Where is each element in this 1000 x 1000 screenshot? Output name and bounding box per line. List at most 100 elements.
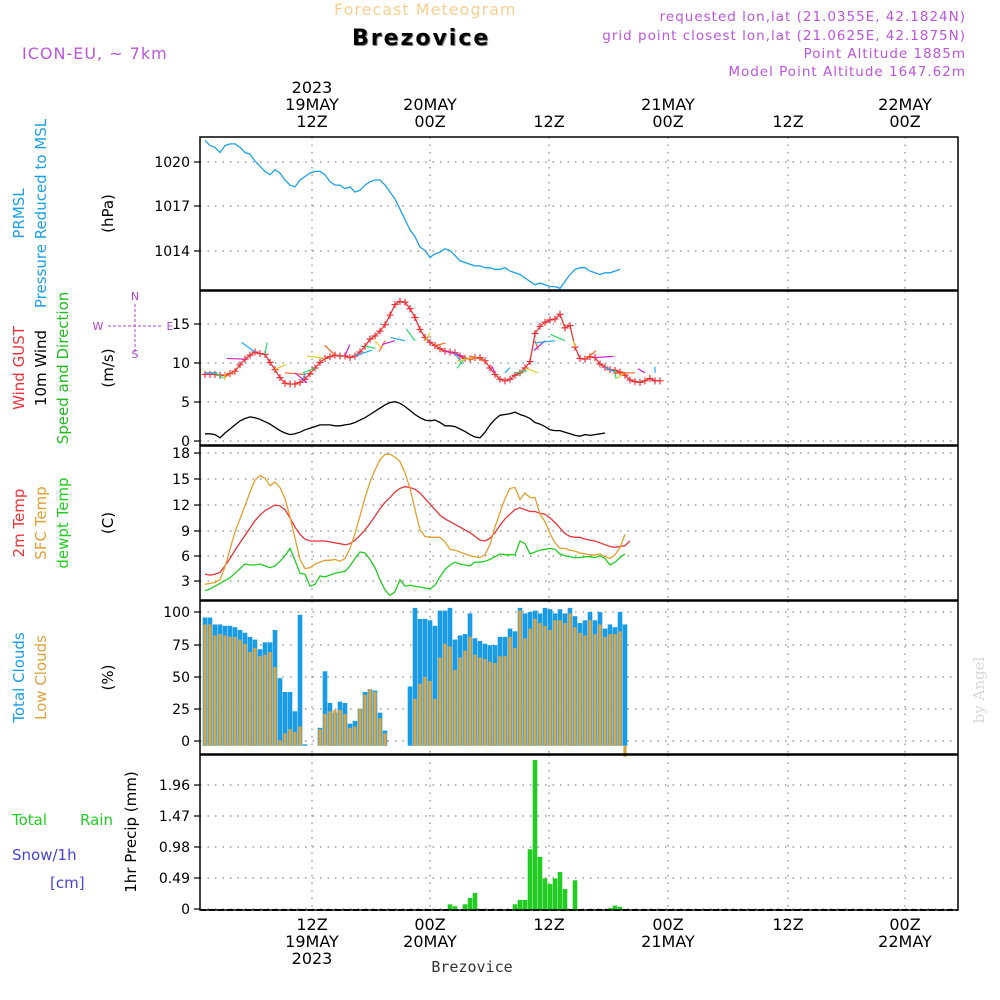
low-cloud-bar: [493, 663, 497, 746]
gust-marker: [646, 374, 654, 382]
y-axis-title: Total Clouds: [10, 632, 28, 724]
gust-marker: [246, 351, 254, 359]
time-bottom-label: 00Z: [414, 915, 445, 934]
rain-bar: [517, 899, 523, 910]
low-cloud-bar: [328, 711, 332, 746]
y-tick-label: 1014: [154, 244, 190, 260]
t2m-line: [204, 485, 631, 576]
time-top-label: 12Z: [296, 112, 327, 131]
dewpt-line: [204, 540, 626, 597]
compass-icon: N S W E: [93, 290, 174, 361]
low-cloud-bar: [558, 620, 562, 746]
panel-clouds: 0 25 50 75 100: [163, 601, 958, 754]
wind-arrow: [224, 370, 236, 378]
time-top-label: 12Z: [772, 112, 803, 131]
y-axis-title: SFC Temp: [32, 486, 50, 559]
gust-marker: [406, 305, 414, 313]
low-cloud-bar: [258, 656, 262, 746]
wind-arrow: [594, 355, 614, 359]
low-cloud-bar: [473, 654, 477, 746]
y-axis-title: Low Clouds: [32, 635, 50, 720]
y-tick-label: 9: [181, 524, 190, 540]
precip-legend-label: Snow/1h: [12, 846, 77, 864]
rain-bar: [617, 906, 623, 910]
time-bottom-label: 12Z: [296, 915, 327, 934]
y-axis-title: dewpt Temp: [54, 477, 72, 568]
wind-arrow: [469, 355, 486, 362]
model-point-altitude: Model Point Altitude 1647.62m: [728, 64, 966, 80]
rain-bar: [462, 904, 468, 910]
rain-bar: [542, 878, 548, 910]
low-cloud-bar: [343, 714, 347, 746]
requested-coords: requested lon,lat (21.0355E, 42.1824N): [659, 9, 966, 25]
gust-marker: [411, 313, 419, 321]
precip-legend-label: [cm]: [50, 874, 85, 892]
y-tick-label: 0: [181, 734, 190, 750]
low-cloud-bar: [578, 632, 582, 746]
wind-arrow: [457, 356, 476, 362]
time-bottom-label: 00Z: [889, 915, 920, 934]
low-cloud-bar: [468, 636, 472, 746]
y-tick-label: 75: [172, 638, 190, 654]
low-cloud-bar: [438, 657, 442, 746]
wind-arrow: [614, 370, 617, 379]
low-cloud-bar: [503, 656, 507, 746]
gust-marker: [341, 352, 349, 360]
wind-arrow: [344, 344, 351, 357]
gust-marker: [306, 370, 314, 378]
gust-marker: [426, 338, 434, 346]
wind-arrow: [514, 370, 527, 374]
time-top-label: 00Z: [889, 112, 920, 131]
wind-arrow: [424, 332, 431, 342]
low-cloud-bar: [418, 683, 422, 746]
cloud-bars: [202, 607, 628, 757]
time-bottom-label: 22MAY: [878, 932, 932, 951]
wind-arrow: [616, 372, 626, 379]
time-bottom-label: 2023: [292, 949, 333, 968]
total-cloud-bar: [432, 625, 438, 746]
time-top-label: 2023: [292, 78, 333, 97]
precip-axis-title: 1hr Precip (mm): [122, 771, 140, 892]
low-cloud-bar: [523, 638, 527, 746]
rain-bar: [472, 892, 478, 910]
wind-arrow: [364, 345, 376, 349]
low-cloud-bar: [228, 636, 232, 746]
low-cloud-bar: [368, 689, 372, 746]
gust-marker: [596, 360, 604, 368]
low-cloud-bar: [428, 680, 432, 746]
total-cloud-bar: [302, 744, 308, 746]
time-top-label: 21MAY: [641, 95, 695, 114]
compass-s: S: [132, 348, 139, 361]
wind-arrow: [637, 368, 646, 374]
low-cloud-bar: [318, 729, 322, 746]
low-cloud-bar: [248, 652, 252, 746]
gust-marker: [631, 378, 639, 386]
model-label: ICON-EU, ~ 7km: [22, 44, 168, 63]
low-cloud-bar: [623, 745, 627, 757]
time-bottom-label: 12Z: [533, 915, 564, 934]
low-cloud-bar: [553, 620, 557, 746]
wind-arrow: [534, 340, 556, 344]
compass-n: N: [131, 290, 139, 303]
wind-arrow: [434, 342, 446, 347]
rain-bar: [562, 889, 568, 910]
panel-pressure: 1014 1017 1020: [154, 137, 958, 290]
y-tick-label: 1.47: [159, 809, 190, 825]
wind-arrow: [306, 355, 326, 359]
y-tick-label: 1.96: [159, 778, 190, 794]
bottom-location-label: Brezovice: [431, 958, 512, 976]
gust-marker: [576, 354, 584, 362]
y-axis-title: Pressure Reduced to MSL: [32, 118, 50, 308]
rain-bar: [527, 849, 533, 910]
gust-marker: [531, 330, 539, 338]
low-cloud-bar: [268, 652, 272, 746]
gust-marker: [416, 326, 424, 333]
low-cloud-bar: [443, 643, 447, 746]
super-title: Forecast Meteogram: [334, 0, 517, 19]
gust-marker: [396, 297, 404, 305]
rain-bar: [547, 884, 553, 910]
gust-marker: [291, 380, 299, 388]
time-top-label: 00Z: [414, 112, 445, 131]
gust-marker: [331, 351, 339, 359]
compass-w: W: [93, 320, 104, 333]
